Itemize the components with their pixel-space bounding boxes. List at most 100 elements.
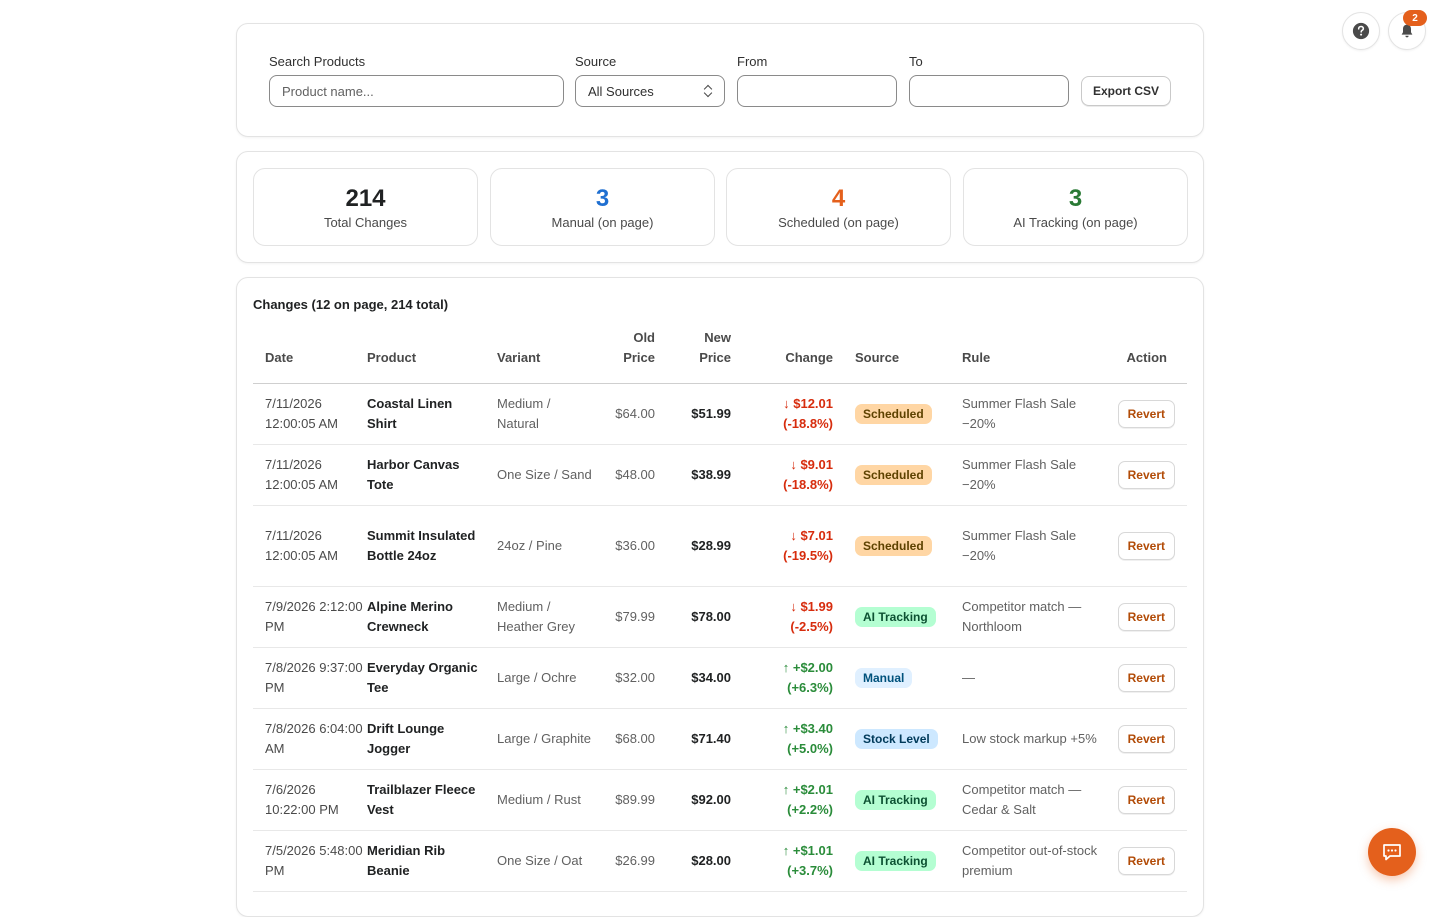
cell-old-price: $36.00 — [615, 538, 655, 553]
table-row: 7/8/2026 6:04:00 AM Drift Lounge Jogger La… — [253, 709, 1187, 770]
source-select[interactable]: All Sources — [575, 75, 725, 107]
revert-button[interactable]: Revert — [1117, 603, 1175, 631]
chat-button[interactable] — [1368, 828, 1416, 876]
cell-new-price: $28.99 — [691, 538, 731, 553]
source-badge: Scheduled — [855, 536, 932, 556]
from-date-input[interactable] — [737, 75, 897, 107]
source-field: Source All Sources — [575, 54, 725, 107]
filters-card: Search Products Product name... Source A… — [236, 23, 1204, 137]
source-badge: AI Tracking — [855, 607, 936, 627]
cell-rule: Competitor match — Northloom — [962, 599, 1082, 634]
notification-count-badge: 2 — [1403, 10, 1427, 26]
cell-new-price: $34.00 — [691, 670, 731, 685]
cell-date: 7/11/2026 12:00:05 AM — [265, 396, 338, 431]
stat-manual: 3 Manual (on page) — [490, 168, 715, 246]
table-title: Changes (12 on page, 214 total) — [253, 297, 449, 312]
revert-button[interactable]: Revert — [1117, 664, 1175, 692]
cell-new-price: $51.99 — [691, 406, 731, 421]
cell-old-price: $89.99 — [615, 792, 655, 807]
cell-rule: Summer Flash Sale −20% — [962, 457, 1077, 492]
cell-change: ↑ +$2.00 (+6.3%) — [782, 660, 833, 695]
source-select-value: All Sources — [588, 83, 654, 99]
cell-product: Drift Lounge Jogger — [367, 721, 445, 756]
from-label: From — [737, 54, 768, 69]
cell-product: Trailblazer Fleece Vest — [367, 782, 476, 817]
table-row: 7/9/2026 2:12:00 PM Alpine Merino Crewnec… — [253, 587, 1187, 648]
cell-source: AI Tracking — [855, 790, 936, 810]
cell-new-price: $38.99 — [691, 467, 731, 482]
search-field: Search Products Product name... — [269, 54, 564, 107]
table-row: 7/6/2026 10:22:00 PM Trailblazer Fleece V… — [253, 770, 1187, 831]
revert-button[interactable]: Revert — [1117, 847, 1175, 875]
cell-date: 7/6/2026 10:22:00 PM — [265, 782, 339, 817]
cell-rule: Competitor out-of-stock premium — [962, 843, 1098, 878]
cell-old-price: $64.00 — [615, 406, 655, 421]
table-header: Date Product Variant Old Price New Price… — [253, 330, 1187, 384]
cell-variant: Medium / Natural — [497, 396, 551, 431]
stat-value: 214 — [345, 184, 386, 212]
to-date-input[interactable] — [909, 75, 1069, 107]
help-icon — [1352, 22, 1370, 40]
cell-action: Revert — [1117, 664, 1175, 692]
cell-date: 7/8/2026 6:04:00 AM — [265, 721, 363, 756]
stat-label: Total Changes — [323, 214, 408, 230]
cell-product: Coastal Linen Shirt — [367, 396, 453, 431]
source-label: Source — [575, 54, 617, 69]
cell-source: Stock Level — [855, 729, 938, 749]
cell-action: Revert — [1117, 400, 1175, 428]
cell-rule: Summer Flash Sale −20% — [962, 396, 1077, 431]
header-new-price: New Price — [699, 330, 731, 365]
cell-change: ↑ +$2.01 (+2.2%) — [782, 782, 833, 817]
source-badge: Scheduled — [855, 404, 932, 424]
header-source: Source — [855, 350, 900, 365]
cell-old-price: $26.99 — [615, 853, 655, 868]
stat-ai-tracking: 3 AI Tracking (on page) — [963, 168, 1188, 246]
cell-date: 7/11/2026 12:00:05 AM — [265, 457, 338, 492]
stat-label: Manual (on page) — [551, 214, 654, 230]
header-change: Change — [785, 350, 833, 365]
revert-button[interactable]: Revert — [1117, 400, 1175, 428]
notifications-button[interactable]: 2 — [1388, 10, 1427, 50]
table-row: 7/11/2026 12:00:05 AM Harbor Canvas Tote O… — [253, 445, 1187, 506]
cell-action: Revert — [1117, 461, 1175, 489]
cell-action: Revert — [1117, 532, 1175, 560]
source-badge: AI Tracking — [855, 790, 936, 810]
cell-new-price: $71.40 — [691, 731, 731, 746]
revert-button[interactable]: Revert — [1117, 532, 1175, 560]
cell-source: Scheduled — [855, 536, 932, 556]
stat-total-changes: 214 Total Changes — [253, 168, 478, 246]
cell-variant: Large / Graphite — [497, 731, 591, 746]
source-badge: Scheduled — [855, 465, 932, 485]
cell-new-price: $78.00 — [691, 609, 731, 624]
table-row: 7/11/2026 12:00:05 AM Summit Insulated Bo… — [253, 506, 1187, 587]
cell-change: ↑ +$3.40 (+5.0%) — [782, 721, 833, 756]
cell-old-price: $32.00 — [615, 670, 655, 685]
table-row: 7/5/2026 5:48:00 PM Meridian Rib Beanie On… — [253, 831, 1187, 892]
help-button[interactable] — [1342, 12, 1380, 50]
cell-action: Revert — [1117, 786, 1175, 814]
cell-new-price: $92.00 — [691, 792, 731, 807]
cell-rule: Competitor match — Cedar & Salt — [962, 782, 1082, 817]
cell-rule: Summer Flash Sale −20% — [962, 528, 1077, 563]
cell-change: ↓ $12.01 (-18.8%) — [783, 396, 833, 431]
cell-date: 7/5/2026 5:48:00 PM — [265, 843, 363, 878]
cell-product: Harbor Canvas Tote — [367, 457, 460, 492]
source-badge: Stock Level — [855, 729, 938, 749]
cell-variant: Large / Ochre — [497, 670, 577, 685]
cell-product: Alpine Merino Crewneck — [367, 599, 453, 634]
chat-icon — [1383, 844, 1401, 861]
cell-product: Everyday Organic Tee — [367, 660, 478, 695]
header-action: Action — [1126, 350, 1167, 365]
cell-new-price: $28.00 — [691, 853, 731, 868]
cell-change: ↓ $1.99 (-2.5%) — [790, 599, 833, 634]
stat-label: Scheduled (on page) — [778, 214, 899, 230]
revert-button[interactable]: Revert — [1117, 461, 1175, 489]
cell-action: Revert — [1117, 725, 1175, 753]
export-csv-button[interactable]: Export CSV — [1081, 76, 1171, 106]
stat-value: 4 — [831, 184, 846, 212]
cell-rule: — — [962, 670, 975, 685]
revert-button[interactable]: Revert — [1117, 786, 1175, 814]
revert-button[interactable]: Revert — [1117, 725, 1175, 753]
cell-variant: 24oz / Pine — [497, 538, 563, 553]
search-input[interactable]: Product name... — [269, 75, 564, 107]
